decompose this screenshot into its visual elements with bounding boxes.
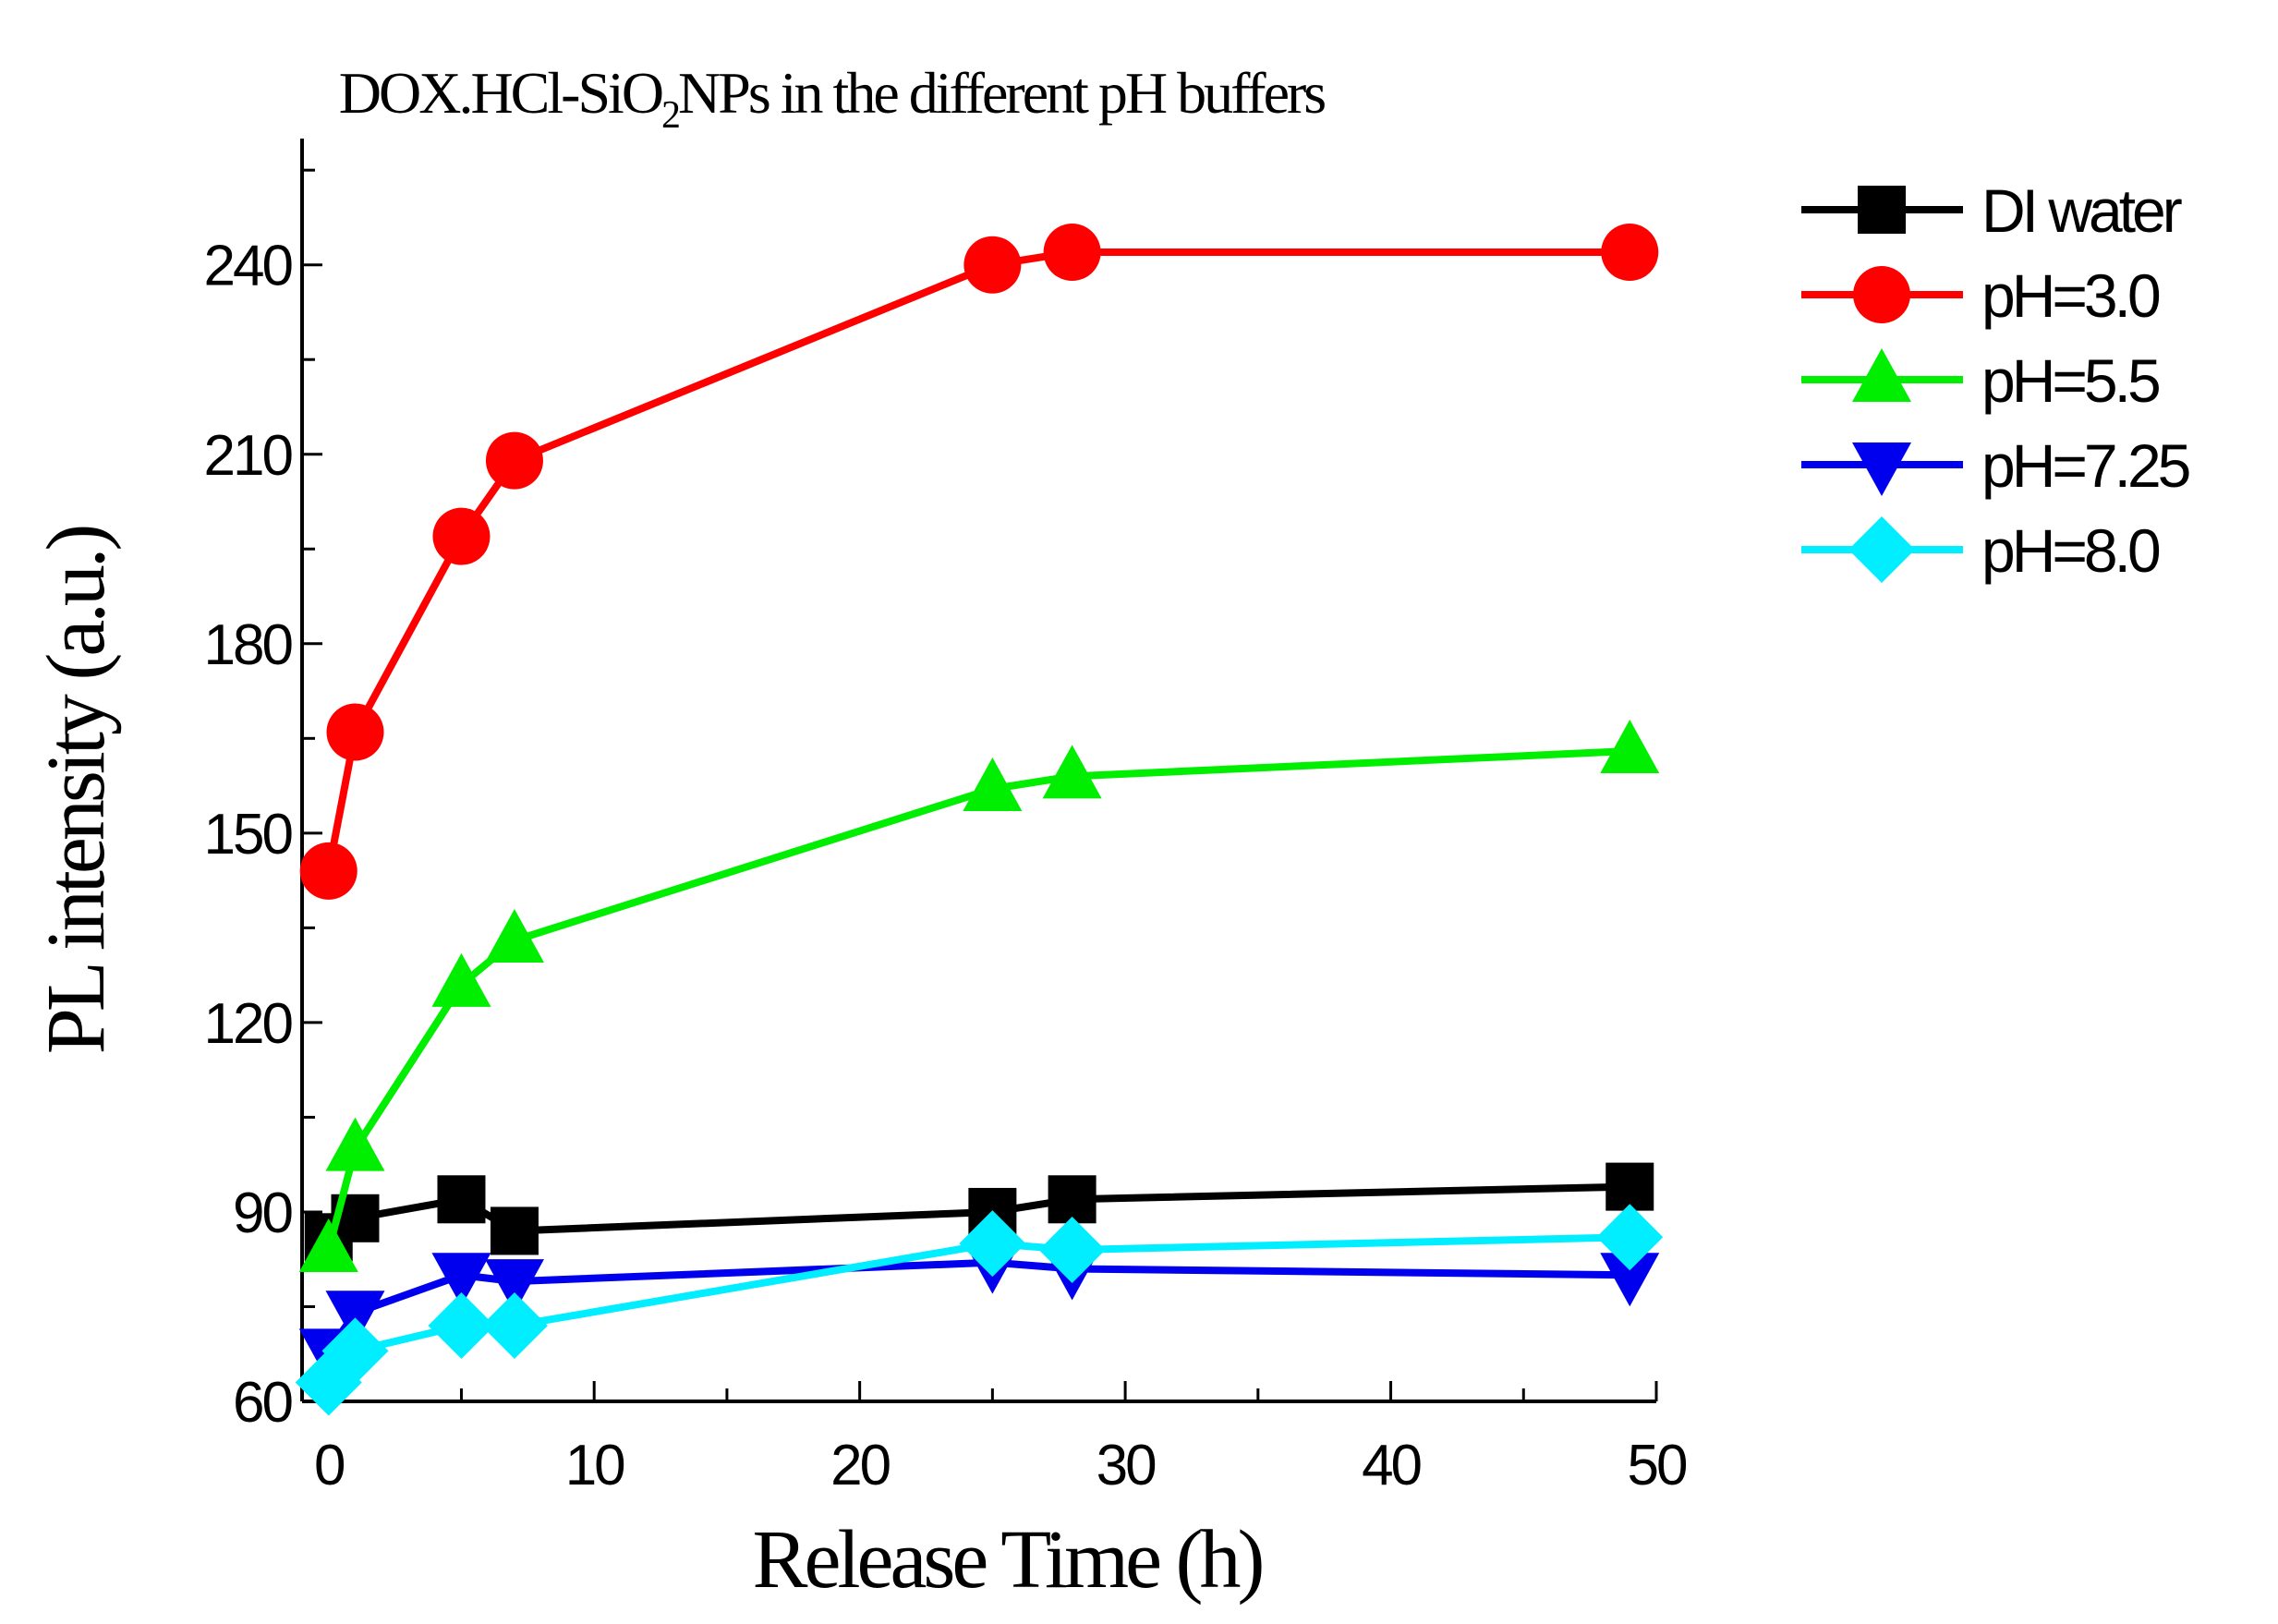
series-pH=5.5 — [298, 719, 1660, 1272]
chart-title-part-2: NPs in the different pH buffers — [678, 60, 1325, 126]
data-point — [963, 757, 1023, 812]
y-tick-label: 240 — [204, 235, 293, 298]
y-axis-label: PL intensity (a.u.) — [30, 527, 122, 1055]
series-line — [324, 746, 1630, 1251]
legend-marker — [1848, 516, 1915, 583]
data-point — [1606, 1162, 1654, 1211]
legend-label: pH=7.25 — [1981, 431, 2189, 500]
data-point — [485, 431, 543, 490]
legend-item: pH=5.5 — [1801, 346, 2163, 415]
data-point — [299, 842, 357, 900]
x-tick-label: 0 — [314, 1434, 345, 1497]
x-tick-label: 10 — [565, 1434, 624, 1497]
data-point — [1596, 1204, 1664, 1271]
y-tick-label: 90 — [233, 1182, 292, 1245]
data-point — [959, 1210, 1026, 1278]
data-point — [321, 1317, 389, 1385]
legend-marker — [1852, 442, 1911, 496]
chart-title: DOX.HCl-SiO2NPs in the different pH buff… — [339, 60, 1326, 137]
data-point — [484, 909, 544, 963]
chart-title-part-1: DOX.HCl-SiO — [339, 60, 662, 126]
data-point — [963, 236, 1022, 294]
legend-label: pH=3.0 — [1981, 261, 2160, 330]
data-point — [431, 1253, 491, 1307]
legend-marker — [1852, 348, 1911, 402]
y-tick-label: 120 — [204, 992, 293, 1056]
data-point — [1038, 1216, 1106, 1283]
legend-item: DI water — [1801, 176, 2186, 245]
x-tick-label: 30 — [1097, 1434, 1156, 1497]
data-point — [298, 1218, 358, 1272]
legend: DI water pH=3.0 pH=5.5 pH=7.25 pH=8.0 — [1801, 176, 2193, 585]
legend-marker — [1853, 266, 1910, 323]
data-point — [1600, 1253, 1660, 1307]
legend-label: pH=8.0 — [1981, 516, 2160, 585]
data-point — [1042, 745, 1102, 799]
x-tick-label: 20 — [830, 1434, 890, 1497]
x-tick-label: 50 — [1628, 1434, 1687, 1497]
legend-marker — [1858, 186, 1906, 234]
series-pH=3.0 — [299, 224, 1659, 900]
data-point — [325, 1291, 385, 1345]
y-tick-label: 180 — [204, 613, 293, 677]
data-point — [428, 1291, 495, 1359]
data-point — [490, 1206, 539, 1255]
data-point — [480, 1291, 548, 1359]
data-point — [1600, 719, 1660, 773]
data-point — [432, 507, 491, 565]
y-tick-label: 150 — [204, 803, 293, 867]
chart-title-subscript: 2 — [661, 94, 679, 137]
x-tick-label: 40 — [1362, 1434, 1421, 1497]
data-point — [484, 1259, 544, 1314]
legend-item: pH=7.25 — [1801, 431, 2193, 500]
data-point — [1043, 224, 1101, 282]
data-point — [1601, 224, 1659, 282]
series-line — [324, 248, 1630, 872]
series-pH=7.25 — [298, 1240, 1660, 1383]
axes-layer: 0 10 20 30 40 50 60 90 120 150 180 210 240 — [204, 139, 1690, 1497]
y-tick-label: 60 — [233, 1371, 292, 1435]
legend-item: pH=3.0 — [1801, 261, 2163, 330]
data-point — [1048, 1175, 1097, 1224]
legend-item: pH=8.0 — [1801, 516, 2163, 585]
legend-label: DI water — [1981, 176, 2182, 245]
data-point — [325, 1117, 385, 1171]
series-layer — [295, 224, 1664, 1416]
data-point — [431, 952, 491, 1007]
x-axis-label: Release Time (h) — [753, 1514, 1263, 1606]
data-point — [437, 1175, 486, 1224]
series-pH=8.0 — [295, 1204, 1664, 1416]
y-tick-label: 210 — [204, 424, 293, 488]
legend-label: pH=5.5 — [1981, 346, 2159, 415]
data-point — [326, 703, 384, 761]
